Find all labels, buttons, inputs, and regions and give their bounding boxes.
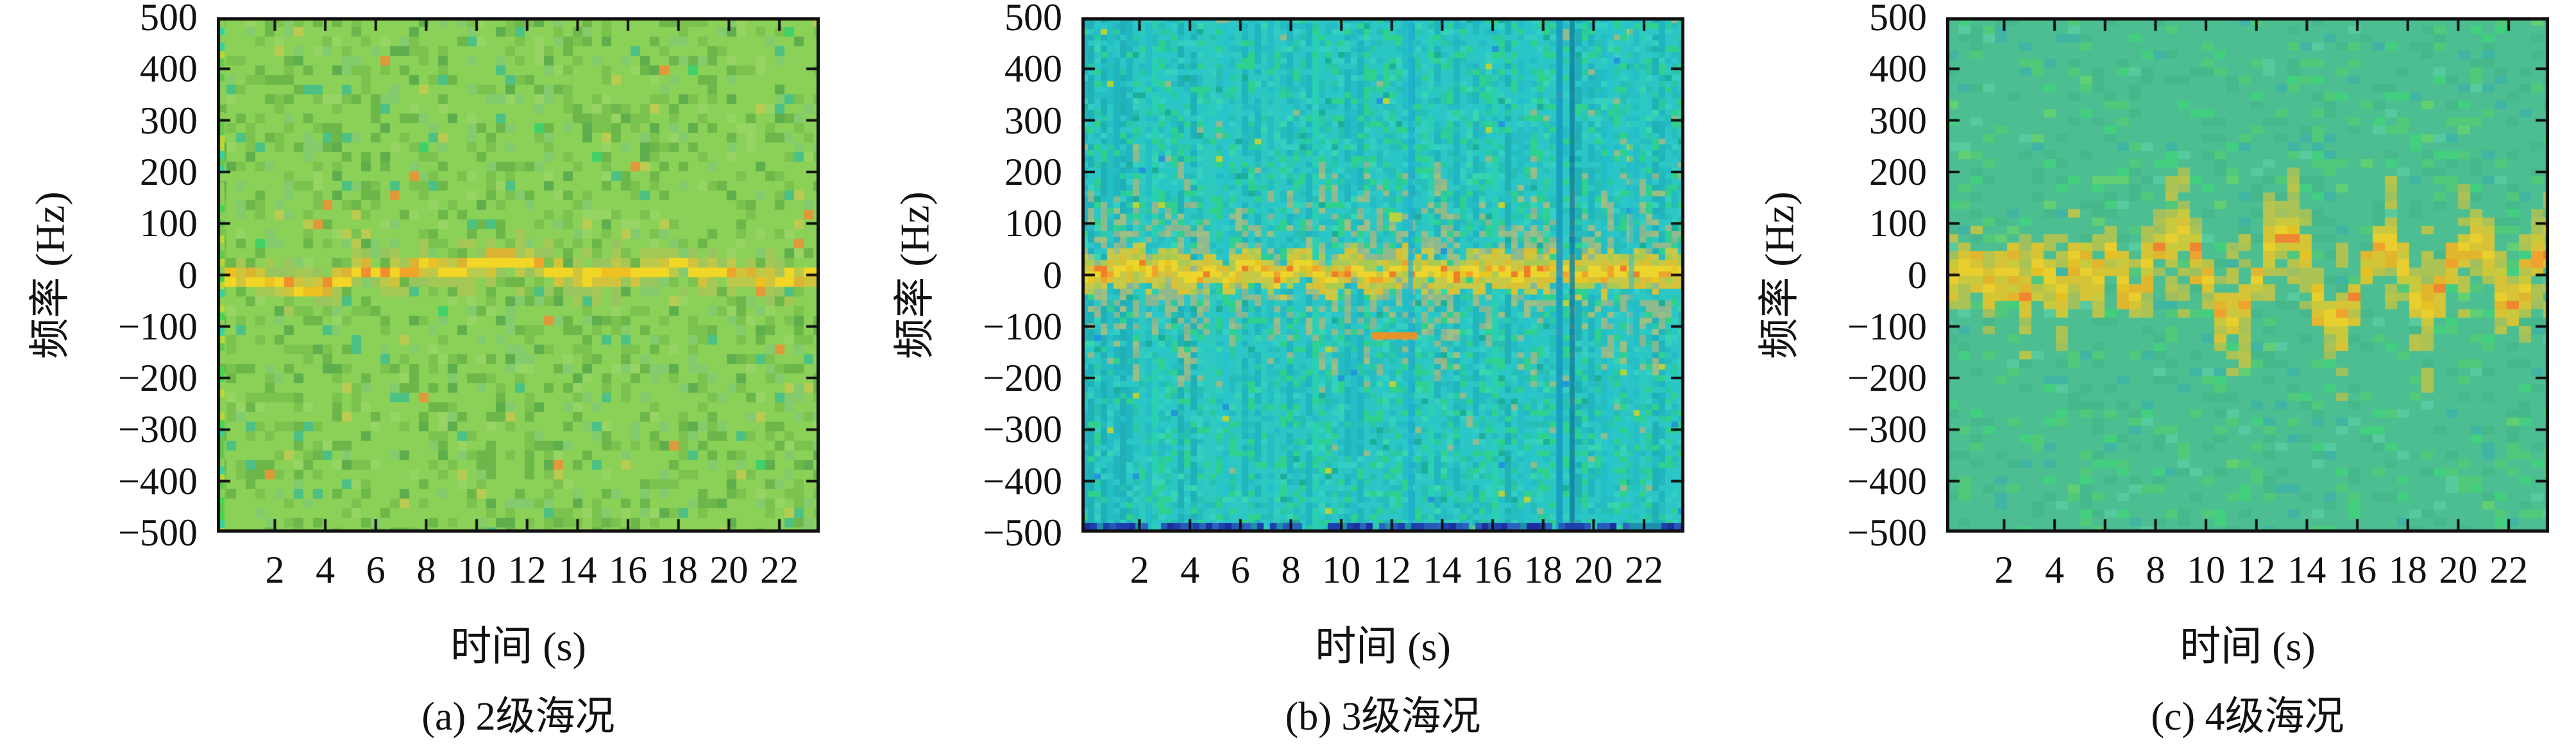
x-tick-label: 8: [416, 549, 436, 591]
x-tick-label: 6: [366, 549, 386, 591]
y-tick-label: 300: [1004, 99, 1062, 142]
y-tick-label: −100: [1847, 305, 1927, 348]
x-tick-label: 20: [1574, 549, 1613, 591]
y-tick-label: 500: [140, 0, 198, 39]
y-tick-label: 200: [1004, 150, 1062, 193]
x-axis-title: 时间 (s): [2180, 624, 2316, 669]
y-tick-label: 500: [1869, 0, 1927, 39]
y-tick-label: −100: [118, 305, 198, 348]
x-tick-label: 14: [558, 549, 597, 591]
x-tick-label: 16: [609, 549, 648, 591]
y-tick-label: 300: [1869, 99, 1927, 142]
heatmap-canvas: [1081, 17, 1684, 533]
x-tick-label: 2: [1994, 549, 2014, 591]
y-tick-label: −400: [118, 459, 198, 502]
y-tick-label: 400: [1004, 47, 1062, 90]
y-tick-label: 500: [1004, 0, 1062, 39]
y-tick-label: −100: [983, 305, 1062, 348]
x-tick-label: 16: [1473, 549, 1513, 591]
y-tick-label: 100: [1869, 202, 1927, 245]
y-tick-label: −200: [983, 357, 1062, 400]
x-tick-label: 22: [1625, 549, 1664, 591]
x-tick-label: 4: [2045, 549, 2065, 591]
x-tick-label: 22: [760, 549, 799, 591]
y-tick-label: 400: [140, 47, 198, 90]
x-tick-label: 20: [709, 549, 749, 591]
y-tick-label: −400: [1847, 459, 1927, 502]
x-tick-label: 14: [2287, 549, 2326, 591]
y-tick-label: −500: [1847, 511, 1927, 554]
panel-caption: (c) 4级海况: [2151, 695, 2344, 739]
y-tick-label: −200: [1847, 357, 1927, 400]
y-tick-label: −300: [118, 408, 198, 451]
y-tick-label: 200: [140, 150, 198, 193]
y-tick-label: 0: [1908, 253, 1927, 296]
y-tick-labels: 500 400 300 200 100 0 −100 −200 −300 −400 −500: [56, 0, 198, 552]
x-tick-label: 2: [1130, 549, 1149, 591]
y-tick-label: −200: [118, 357, 198, 400]
y-tick-label: 100: [1004, 202, 1062, 245]
panel-caption: (b) 3级海况: [1285, 695, 1481, 739]
panel-caption: (a) 2级海况: [421, 695, 615, 739]
x-tick-labels: 2 4 6 8 10 12 14 16 18 20 22: [1946, 547, 2549, 598]
x-tick-label: 18: [1523, 549, 1563, 591]
y-tick-labels: 500 400 300 200 100 0 −100 −200 −300 −400 −500: [921, 0, 1062, 552]
x-tick-label: 20: [2439, 549, 2478, 591]
y-tick-labels: 500 400 300 200 100 0 −100 −200 −300 −400 −500: [1786, 0, 1927, 552]
x-tick-label: 12: [1372, 549, 1411, 591]
heatmap-canvas: [1946, 17, 2549, 533]
y-tick-label: −300: [983, 408, 1062, 451]
x-tick-label: 8: [2146, 549, 2165, 591]
x-tick-label: 6: [1230, 549, 1250, 591]
y-tick-label: 200: [1869, 150, 1927, 193]
x-tick-label: 12: [2237, 549, 2276, 591]
x-tick-label: 18: [2388, 549, 2427, 591]
x-axis-title: 时间 (s): [450, 624, 586, 669]
y-tick-label: 0: [1043, 253, 1062, 296]
y-tick-label: 300: [140, 99, 198, 142]
x-tick-label: 10: [2187, 549, 2226, 591]
x-tick-label: 18: [659, 549, 698, 591]
y-tick-label: −500: [118, 511, 198, 554]
x-tick-label: 22: [2489, 549, 2529, 591]
y-tick-label: 400: [1869, 47, 1927, 90]
x-tick-labels: 2 4 6 8 10 12 14 16 18 20 22: [1081, 547, 1684, 598]
x-tick-label: 6: [2095, 549, 2115, 591]
x-tick-label: 4: [316, 549, 335, 591]
heatmap-canvas: [217, 17, 820, 533]
x-tick-label: 14: [1423, 549, 1462, 591]
x-tick-label: 16: [2338, 549, 2377, 591]
x-tick-label: 4: [1180, 549, 1200, 591]
x-tick-label: 8: [1281, 549, 1301, 591]
y-tick-label: −500: [983, 511, 1062, 554]
x-tick-label: 10: [457, 549, 496, 591]
x-axis-title: 时间 (s): [1315, 624, 1451, 669]
y-tick-label: −300: [1847, 408, 1927, 451]
x-tick-labels: 2 4 6 8 10 12 14 16 18 20 22: [217, 547, 820, 598]
x-tick-label: 10: [1322, 549, 1361, 591]
y-tick-label: 0: [178, 253, 198, 296]
y-tick-label: 100: [140, 202, 198, 245]
x-tick-label: 2: [265, 549, 285, 591]
x-tick-label: 12: [507, 549, 547, 591]
y-tick-label: −400: [983, 459, 1062, 502]
